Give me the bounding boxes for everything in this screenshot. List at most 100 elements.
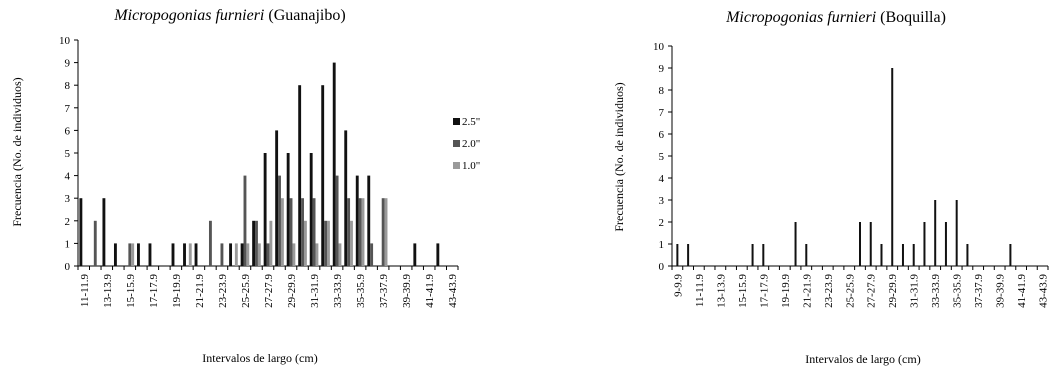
chart1-bar [350, 220, 353, 266]
chart1-bar [361, 198, 365, 266]
chart2-x-tick-label: 23-23.9 [823, 274, 835, 308]
chart2-bar [880, 244, 883, 266]
chart2-x-tick-label: 29-29.9 [887, 274, 899, 308]
chart1-title: Micropogonias furnieri (Guanajibo) [113, 7, 345, 24]
chart2-x-tick-label: 39-39.9 [995, 274, 1007, 308]
chart1-bar [280, 198, 284, 266]
chart2-bar [676, 244, 679, 266]
chart1-bar [220, 243, 224, 266]
chart1-bar [252, 220, 256, 266]
chart1-bar [355, 175, 359, 266]
chart1-bar [315, 243, 319, 266]
chart1-x-tick-label: 19-19.9 [171, 274, 183, 308]
chart1-x-tick-label: 21-21.9 [194, 274, 206, 308]
chart1-legend-swatch [453, 162, 460, 169]
chart2-x-tick-label: 25-25.9 [844, 274, 856, 308]
chart1-x-tick-label: 39-39.9 [401, 274, 413, 308]
chart2-bar [891, 68, 894, 266]
chart1-ylabel: Frecuencia (No. de individuos) [10, 77, 24, 226]
chart1-bar [367, 175, 371, 266]
chart1-xlabel: Intervalos de largo (cm) [202, 351, 317, 365]
chart2-x-tick-label: 19-19.9 [780, 274, 792, 308]
chart2-x-tick-label: 33-33.9 [930, 274, 942, 308]
chart1-x-tick-label: 23-23.9 [217, 274, 229, 308]
chart1-bar [436, 243, 440, 266]
chart1-bar [113, 243, 117, 266]
chart1-bar [79, 198, 83, 266]
chart1-bar [229, 243, 233, 266]
chart2-x-tick-label: 11-11.9 [694, 274, 706, 308]
chart1-bar [338, 243, 342, 266]
chart2-y-tick-label: 7 [659, 107, 665, 119]
chart1-bar [413, 243, 417, 266]
chart2-bar [923, 222, 926, 266]
chart2-y-tick-label: 0 [659, 261, 665, 273]
chart1-bar [335, 175, 339, 266]
chart2-title: Micropogonias furnieri (Boquilla) [725, 9, 946, 26]
chart1-bar [332, 62, 336, 266]
chart2-plot-area: 0 1 2 3 4 5 6 7 8 9 10 9-9.9 11-11.9 13-13.9 15-15.9 17… [653, 41, 1050, 308]
chart1-bar [381, 198, 385, 266]
chart1-bar [183, 243, 186, 266]
chart1-legend-swatch [453, 140, 460, 147]
chart1-y-tick-label: 10 [59, 35, 71, 47]
chart2-bar [966, 244, 969, 266]
chart1-bar [370, 243, 374, 266]
chart1-legend-label: 2.0" [462, 138, 480, 150]
chart1-bar [148, 243, 152, 266]
chart1-bar [128, 243, 132, 266]
chart1-plot-area: 0 1 2 3 4 5 6 7 8 9 10 11-11.9 13-13.9 15-15.9 17-17.9… [59, 35, 459, 308]
chart2-y-tick-label: 3 [659, 195, 665, 207]
chart1-y-tick-label: 1 [65, 238, 71, 250]
chart2-bar [944, 222, 947, 266]
chart1-legend-label: 2.5" [462, 116, 480, 128]
chart1-x-tick-label: 17-17.9 [148, 274, 160, 308]
chart2-bar [869, 222, 872, 266]
chart2-y-tick-label: 2 [659, 217, 665, 229]
chart1-bar [312, 198, 316, 266]
chart1-y-tick-label: 9 [65, 58, 71, 70]
chart1-x-tick-label: 15-15.9 [125, 274, 137, 308]
chart1-bar [266, 243, 270, 266]
chart1-bar [347, 198, 351, 266]
chart2-bar [934, 200, 937, 266]
chart2-x-tick-label: 13-13.9 [715, 274, 727, 308]
chart1-bar [289, 198, 293, 266]
chart1-legend-swatch [453, 118, 460, 125]
chart2-bar [794, 222, 797, 266]
chart2-x-tick-label: 37-37.9 [973, 274, 985, 308]
chart1-x-tick-label: 13-13.9 [102, 274, 114, 308]
chart2-y-tick-label: 8 [659, 85, 665, 97]
chart1-bar [301, 198, 304, 266]
chart1-bar [275, 130, 279, 266]
chart1-bar [208, 220, 212, 266]
chart1-x-tick-label: 25-25.9 [240, 274, 252, 308]
chart1-x-tick-label: 29-29.9 [286, 274, 298, 308]
chart1-y-tick-label: 3 [65, 193, 71, 205]
chart1-bar [102, 198, 106, 266]
chart1-bar [188, 243, 192, 266]
chart1-bar [246, 243, 250, 266]
chart2-x-tick-label: 27-27.9 [866, 274, 878, 308]
chart2-y-tick-label: 6 [659, 129, 665, 141]
chart2-bar [805, 244, 808, 266]
chart2-y-tick-label: 9 [659, 63, 665, 75]
chart1-bar [194, 243, 198, 266]
chart2-bar [751, 244, 754, 266]
chart2-x-tick-label: 17-17.9 [758, 274, 770, 308]
chart2-x-tick-label: 35-35.9 [952, 274, 964, 308]
chart1-bar [298, 85, 302, 266]
chart1-x-tick-label: 33-33.9 [332, 274, 344, 308]
chart2-bar [1009, 244, 1012, 266]
chart1-bar [384, 198, 388, 266]
chart1-y-tick-label: 6 [65, 125, 71, 137]
chart1-bar [255, 220, 258, 266]
chart2-x-tick-label: 21-21.9 [801, 274, 813, 308]
chart1-bar [93, 220, 97, 266]
chart2-bar [912, 244, 915, 266]
chart1-x-tick-label: 37-37.9 [378, 274, 390, 308]
chart1-x-tick-label: 27-27.9 [263, 274, 275, 308]
chart1-title-site: (Guanajibo) [268, 7, 345, 24]
chart1-x-tick-label: 43-43.9 [447, 274, 459, 308]
chart1-bar [344, 130, 348, 266]
